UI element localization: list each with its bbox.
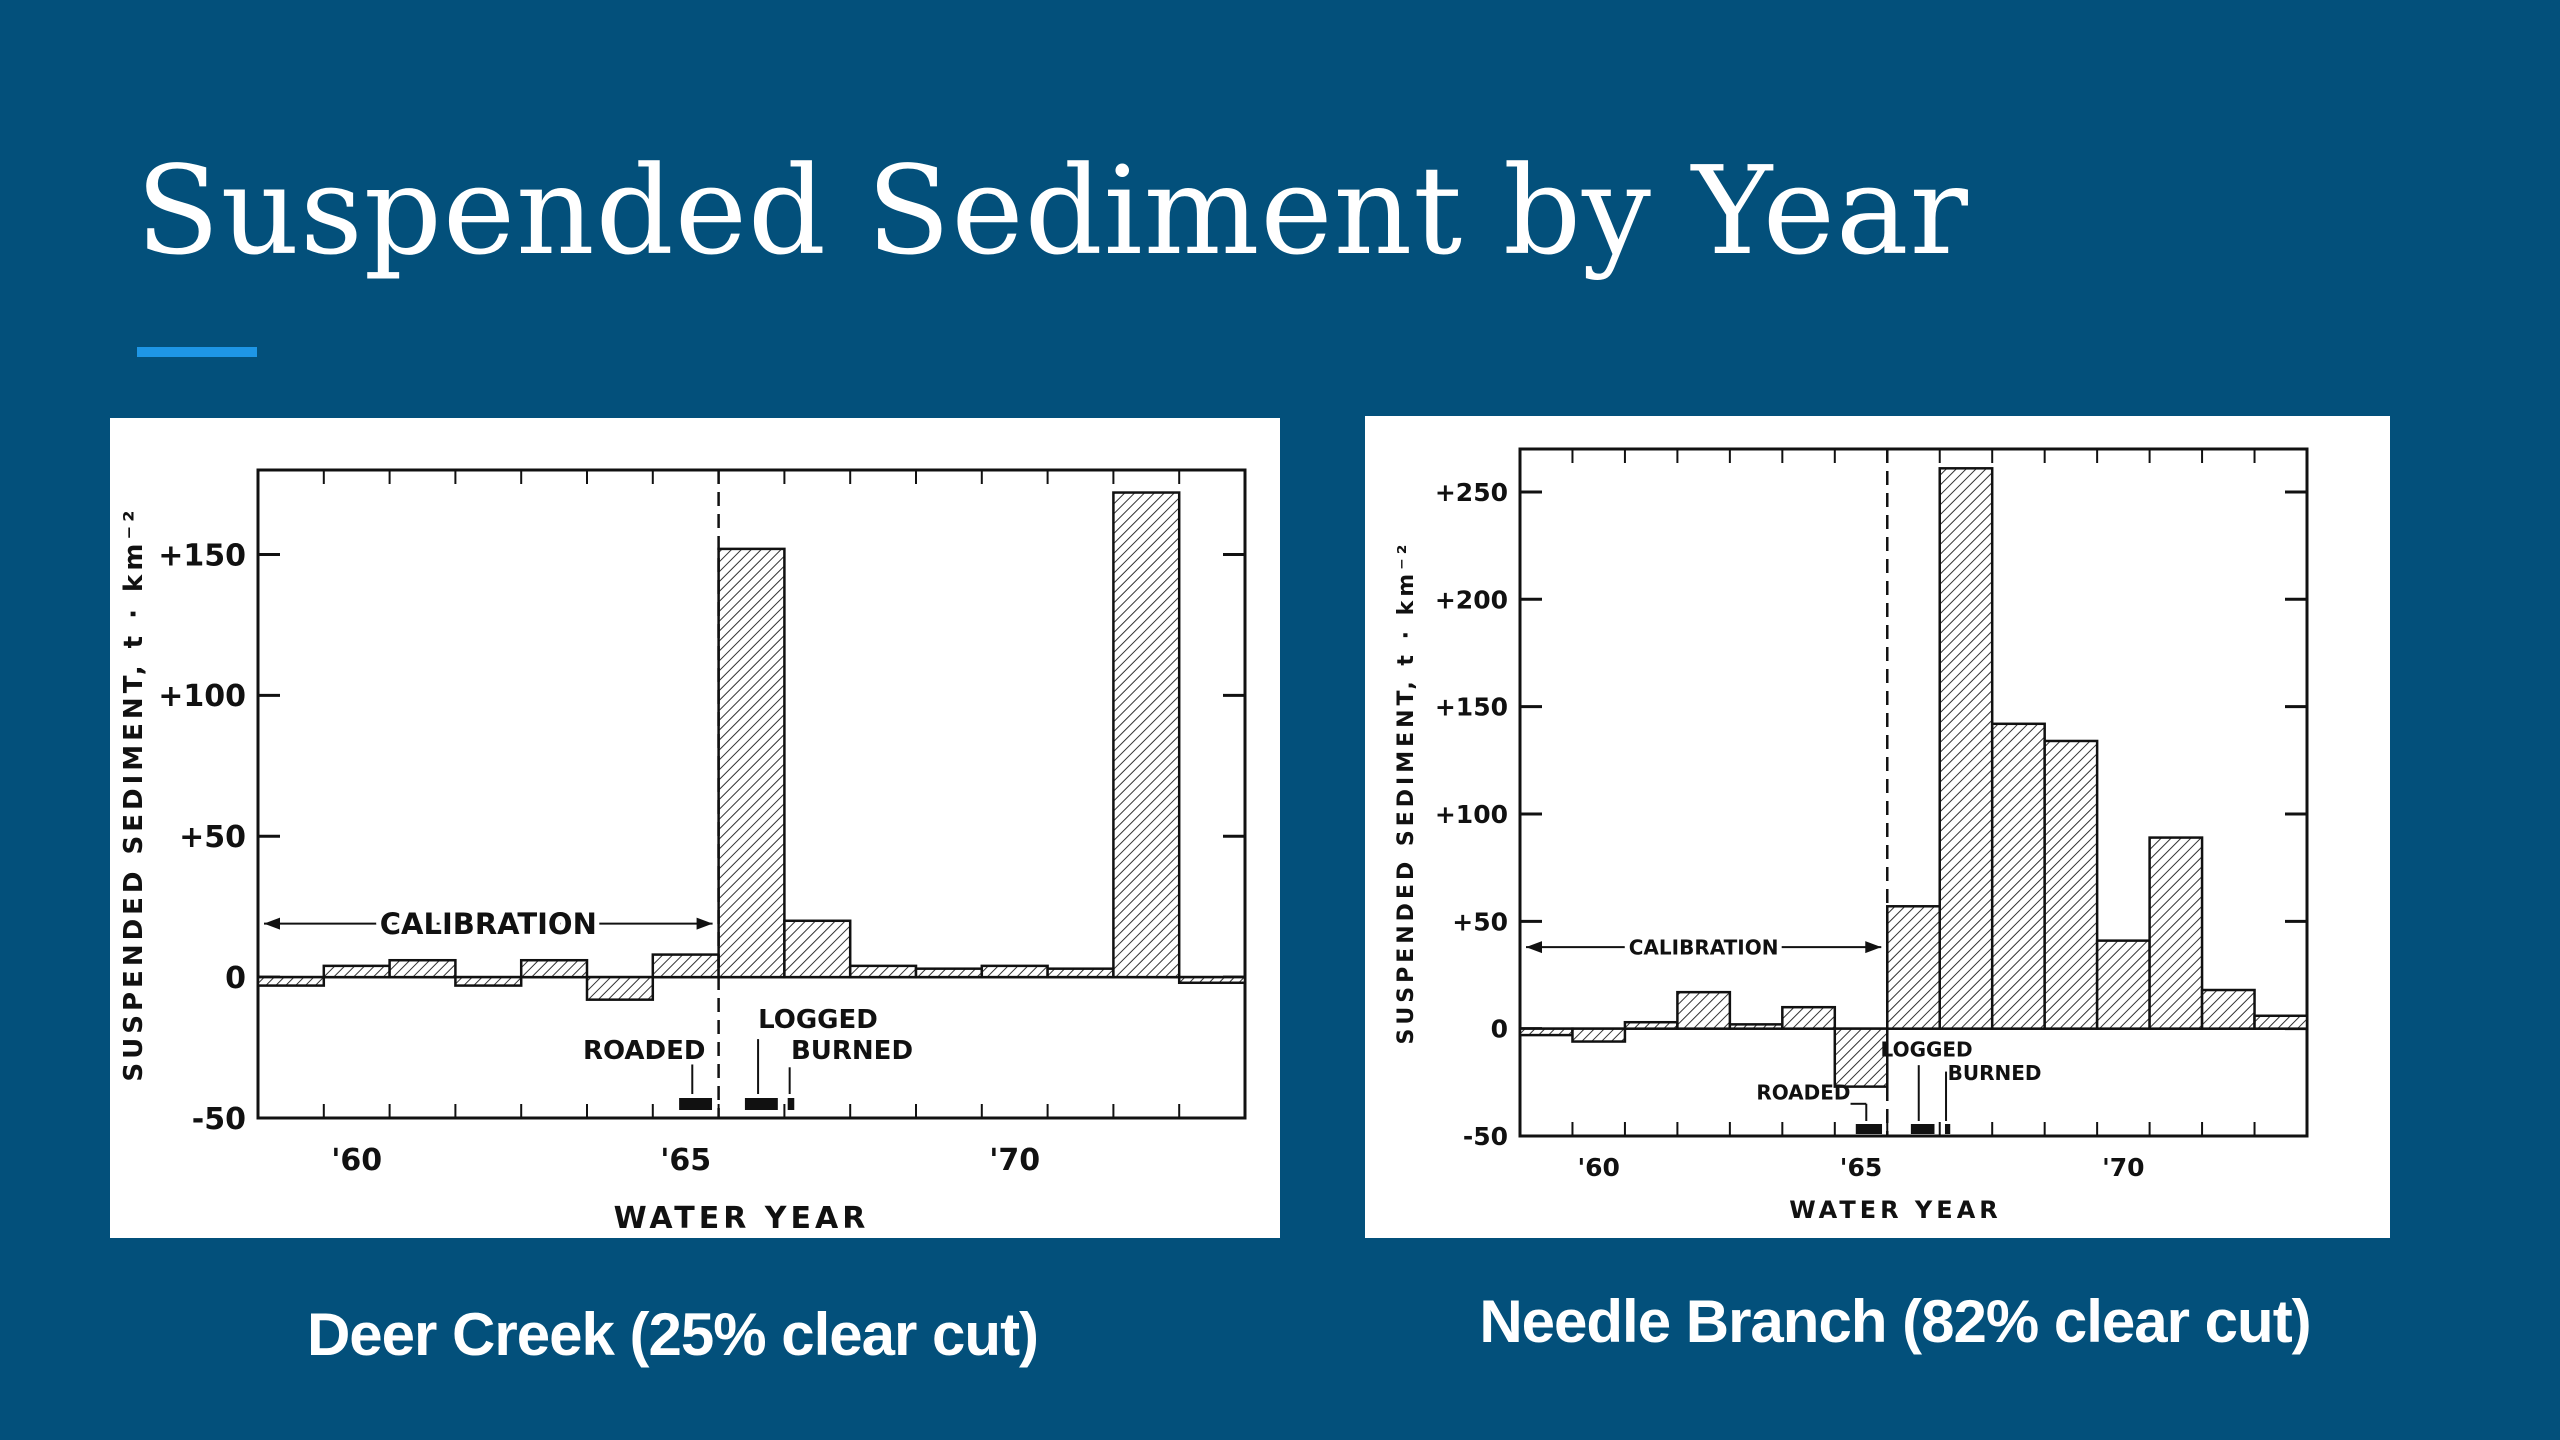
x-tick-label: '70 bbox=[989, 1143, 1040, 1178]
x-tick-label: '65 bbox=[660, 1143, 711, 1178]
calibration-label: CALIBRATION bbox=[380, 907, 597, 941]
bar-1961 bbox=[388, 958, 457, 979]
y-tick-label: 0 bbox=[225, 961, 246, 996]
bar-1963 bbox=[1728, 1023, 1784, 1030]
bar-1966 bbox=[1886, 905, 1941, 1030]
bar-1967 bbox=[1938, 467, 1994, 1030]
logged-period bbox=[744, 1098, 778, 1110]
y-tick-label: -50 bbox=[1463, 1122, 1508, 1151]
burned-period bbox=[1944, 1124, 1951, 1134]
bar-1971 bbox=[1046, 967, 1115, 979]
roaded-label: ROADED bbox=[583, 1036, 705, 1066]
bar-1972 bbox=[2200, 988, 2256, 1030]
bar-1969 bbox=[914, 967, 984, 979]
bar-1973 bbox=[2253, 1014, 2309, 1030]
bar-1967 bbox=[783, 919, 852, 979]
bar-1965 bbox=[1833, 1027, 1889, 1088]
x-tick-label: '65 bbox=[1840, 1153, 1882, 1182]
y-tick-label: +250 bbox=[1435, 478, 1508, 507]
roaded-label: ROADED bbox=[1756, 1081, 1850, 1105]
chart-panel-needle-branch: -50 0 +50 +100 +150 +200 +250 '60 '65 '70 CALIBRAT… bbox=[1365, 416, 2390, 1238]
bar-1963 bbox=[519, 958, 589, 979]
logged-label: LOGGED bbox=[1881, 1038, 1973, 1062]
chart-panel-deer-creek: -50 0 +50 +100 +150 '60 '65 '70 CALIBRATION ROADE… bbox=[110, 418, 1280, 1238]
logged-period bbox=[1910, 1124, 1935, 1134]
x-axis-title: WATER YEAR bbox=[1789, 1196, 2002, 1224]
bar-1959 bbox=[256, 975, 326, 987]
caption-deer-creek: Deer Creek (25% clear cut) bbox=[306, 1301, 1039, 1368]
y-tick-label: +150 bbox=[158, 538, 246, 573]
y-axis-title: SUSPENDED SEDIMENT, t · km⁻² bbox=[119, 506, 149, 1081]
x-tick-label: '60 bbox=[331, 1143, 382, 1178]
bar-1969 bbox=[2043, 739, 2099, 1030]
slide-title: Suspended Sediment by Year bbox=[136, 140, 1969, 282]
y-tick-label: +100 bbox=[158, 679, 246, 714]
chart-deer-creek: -50 0 +50 +100 +150 '60 '65 '70 CALIBRATION ROADE… bbox=[119, 468, 1247, 1236]
bar-1970 bbox=[980, 964, 1049, 979]
calibration-arrowhead-left bbox=[264, 917, 280, 930]
y-tick-label: +50 bbox=[179, 820, 246, 855]
caption-needle-branch: Needle Branch (82% clear cut) bbox=[1479, 1288, 2311, 1355]
logged-label: LOGGED bbox=[758, 1005, 878, 1035]
y-tick-label: +200 bbox=[1435, 585, 1508, 614]
bar-1968 bbox=[848, 964, 918, 979]
calibration-label: CALIBRATION bbox=[1629, 935, 1779, 959]
y-tick-label: -50 bbox=[192, 1102, 246, 1137]
bar-1959 bbox=[1518, 1027, 1574, 1037]
y-tick-label: +150 bbox=[1435, 693, 1508, 722]
y-axis-title: SUSPENDED SEDIMENT, t · km⁻² bbox=[1394, 541, 1419, 1045]
plot-frame bbox=[256, 468, 1247, 1120]
y-tick-label: +100 bbox=[1435, 800, 1508, 829]
burned-label: BURNED bbox=[1948, 1061, 2042, 1085]
bar-1966 bbox=[717, 547, 786, 979]
bar-1960 bbox=[322, 964, 391, 979]
bar-1972 bbox=[1112, 491, 1181, 979]
bar-1973 bbox=[1177, 975, 1247, 985]
bar-1965 bbox=[651, 953, 720, 979]
bar-1968 bbox=[1990, 722, 2046, 1030]
bar-1962 bbox=[1676, 990, 1732, 1030]
burned-period bbox=[787, 1098, 795, 1110]
bar-1970 bbox=[2095, 939, 2151, 1030]
burned-label: BURNED bbox=[791, 1036, 913, 1066]
bar-1964 bbox=[585, 975, 655, 1001]
plot-frame bbox=[1518, 447, 2309, 1138]
calibration-arrowhead-right bbox=[696, 917, 713, 930]
title-accent-rule bbox=[137, 347, 257, 357]
bar-1961 bbox=[1623, 1020, 1679, 1030]
x-tick-label: '70 bbox=[2102, 1153, 2144, 1182]
bar-1960 bbox=[1571, 1027, 1627, 1043]
bar-1971 bbox=[2148, 836, 2204, 1030]
y-tick-label: 0 bbox=[1491, 1015, 1508, 1044]
bar-1964 bbox=[1781, 1005, 1837, 1030]
x-axis-title: WATER YEAR bbox=[614, 1201, 870, 1236]
calibration-arrowhead-right bbox=[1865, 941, 1882, 954]
x-tick-label: '60 bbox=[1577, 1153, 1619, 1182]
y-tick-label: +50 bbox=[1452, 907, 1508, 936]
bar-1962 bbox=[454, 975, 523, 987]
roaded-period bbox=[1855, 1124, 1883, 1134]
roaded-period bbox=[679, 1098, 713, 1110]
chart-needle-branch: -50 0 +50 +100 +150 +200 +250 '60 '65 '70 CALIBRAT… bbox=[1394, 447, 2309, 1224]
calibration-arrowhead-left bbox=[1526, 941, 1542, 954]
